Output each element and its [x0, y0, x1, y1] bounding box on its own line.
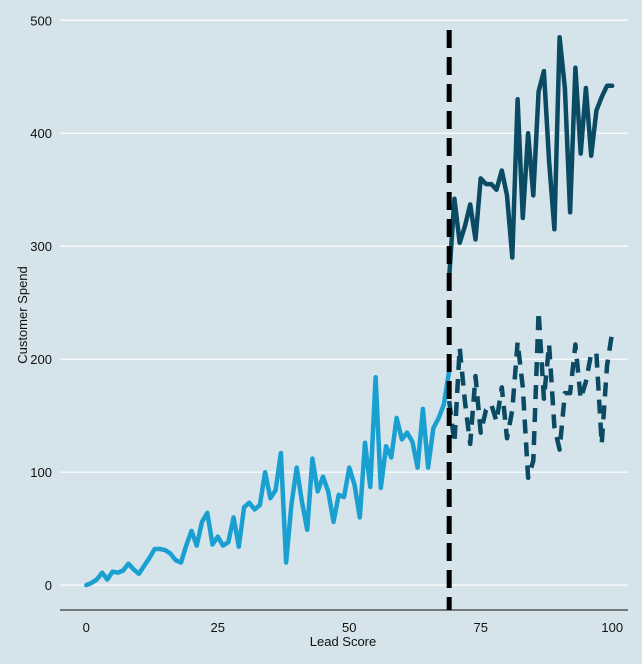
y-tick-label: 0: [45, 578, 52, 593]
x-tick-labels: 0 25 50 75 100: [83, 620, 623, 635]
series: [84, 34, 615, 588]
x-tick-label: 50: [342, 620, 356, 635]
series-line-post-high: [446, 34, 615, 279]
y-tick-label: 400: [30, 126, 52, 141]
x-tick-label: 25: [211, 620, 225, 635]
y-tick-label: 100: [30, 465, 52, 480]
x-tick-label: 100: [601, 620, 623, 635]
y-tick-labels: 0 100 200 300 400 500: [30, 13, 52, 593]
y-tick-label: 200: [30, 352, 52, 367]
grid-lines: [60, 19, 628, 586]
y-tick-label: 500: [30, 13, 52, 28]
x-axis-title: Lead Score: [310, 634, 377, 649]
x-tick-label: 0: [83, 620, 90, 635]
y-axis-title: Customer Spend: [15, 266, 30, 364]
series-line-pre-threshold: [84, 368, 452, 588]
series-line-post-low: [446, 309, 615, 481]
y-tick-label: 300: [30, 239, 52, 254]
x-tick-label: 75: [474, 620, 488, 635]
